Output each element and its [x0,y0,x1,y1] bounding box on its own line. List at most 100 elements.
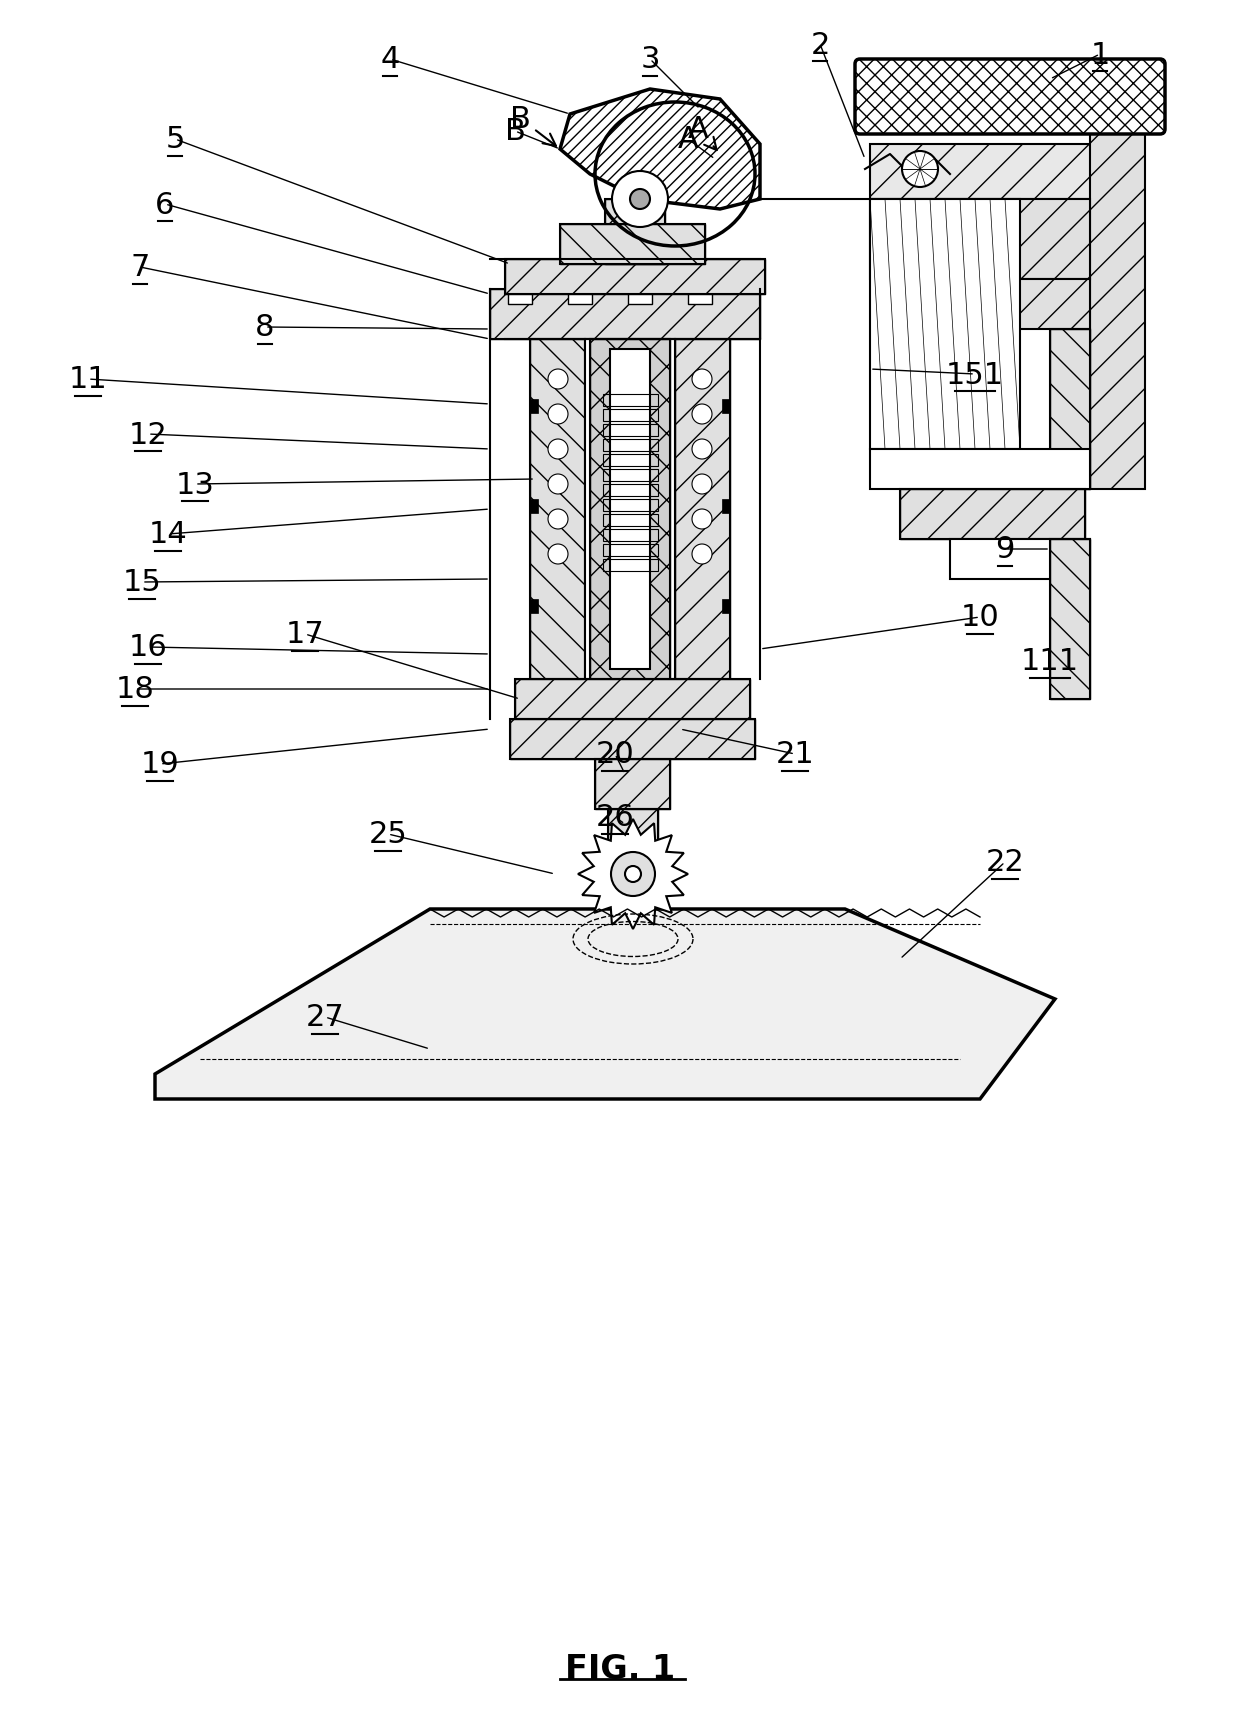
Bar [603,485,657,497]
Text: 11: 11 [68,365,108,394]
Bar [608,809,658,890]
Bar [490,290,760,339]
Bar [603,425,657,437]
Bar [568,285,591,305]
Bar [603,530,657,542]
Bar [603,410,657,422]
Bar [1050,540,1090,699]
Text: B: B [510,105,556,147]
Polygon shape [155,910,1055,1099]
Text: 19: 19 [140,751,180,780]
Circle shape [613,171,668,228]
Text: 16: 16 [129,632,167,662]
Bar [870,449,1090,490]
Bar [1090,99,1145,490]
Text: 7: 7 [130,254,150,283]
Text: 27: 27 [305,1003,345,1032]
Bar [675,339,730,680]
Text: 20: 20 [595,740,635,770]
Bar [900,279,1090,329]
Bar [508,285,532,305]
Bar [515,680,750,720]
Text: 21: 21 [776,740,815,770]
Circle shape [611,852,655,896]
Text: FIG. 1: FIG. 1 [565,1652,675,1685]
Text: 14: 14 [149,519,187,548]
Bar [900,279,1090,329]
Bar [605,201,665,266]
Bar [529,339,585,680]
Circle shape [692,545,712,564]
Text: 25: 25 [368,819,408,848]
Bar [870,146,1140,201]
Text: 6: 6 [155,190,175,219]
Circle shape [548,405,568,425]
Bar [900,490,1085,540]
Bar [870,201,1090,279]
Bar [560,225,706,266]
Circle shape [548,545,568,564]
Text: 8: 8 [255,314,275,343]
Bar [603,560,657,572]
Bar [585,339,675,680]
Bar [1050,329,1090,490]
Bar [505,261,765,295]
Bar [529,339,585,680]
Text: 3: 3 [640,46,660,74]
Bar [608,809,658,890]
Text: 15: 15 [123,567,161,596]
Bar [722,600,730,614]
Text: 5: 5 [165,125,185,154]
Circle shape [630,190,650,209]
Bar [490,290,760,339]
Bar [722,399,730,413]
Bar [603,394,657,406]
Text: 111: 111 [1021,648,1079,675]
Polygon shape [578,819,688,929]
Bar [595,759,670,809]
Bar [529,500,538,514]
Text: 17: 17 [285,620,325,650]
Circle shape [548,370,568,389]
Bar [870,201,1090,279]
Text: 22: 22 [986,848,1024,878]
Bar [515,680,750,720]
Text: 2: 2 [810,31,830,60]
Bar [590,339,670,680]
Text: 1: 1 [1090,41,1110,70]
Bar [627,285,652,305]
Text: 26: 26 [595,804,635,831]
Bar [950,540,1090,579]
Text: B: B [505,118,526,146]
Bar [603,514,657,526]
Circle shape [692,475,712,495]
Text: 4: 4 [381,46,399,74]
Bar [1090,99,1145,490]
Circle shape [548,475,568,495]
Circle shape [901,153,937,189]
Bar [900,490,1085,540]
Bar [529,399,538,413]
Bar [510,720,755,759]
Bar [590,339,670,680]
Polygon shape [560,89,760,209]
Circle shape [692,405,712,425]
FancyBboxPatch shape [856,60,1166,135]
Bar [605,201,665,266]
Bar [603,500,657,512]
Bar [1050,329,1090,490]
Text: 18: 18 [115,675,155,704]
Bar [1050,540,1090,699]
Bar [675,339,730,680]
Text: 151: 151 [946,360,1004,389]
Circle shape [625,867,641,883]
Bar [560,225,706,266]
Text: A: A [688,115,717,151]
Bar [688,285,712,305]
Bar [510,720,755,759]
Circle shape [692,370,712,389]
Circle shape [692,509,712,530]
Bar [505,261,765,295]
Text: 12: 12 [129,420,167,449]
Bar [610,350,650,670]
